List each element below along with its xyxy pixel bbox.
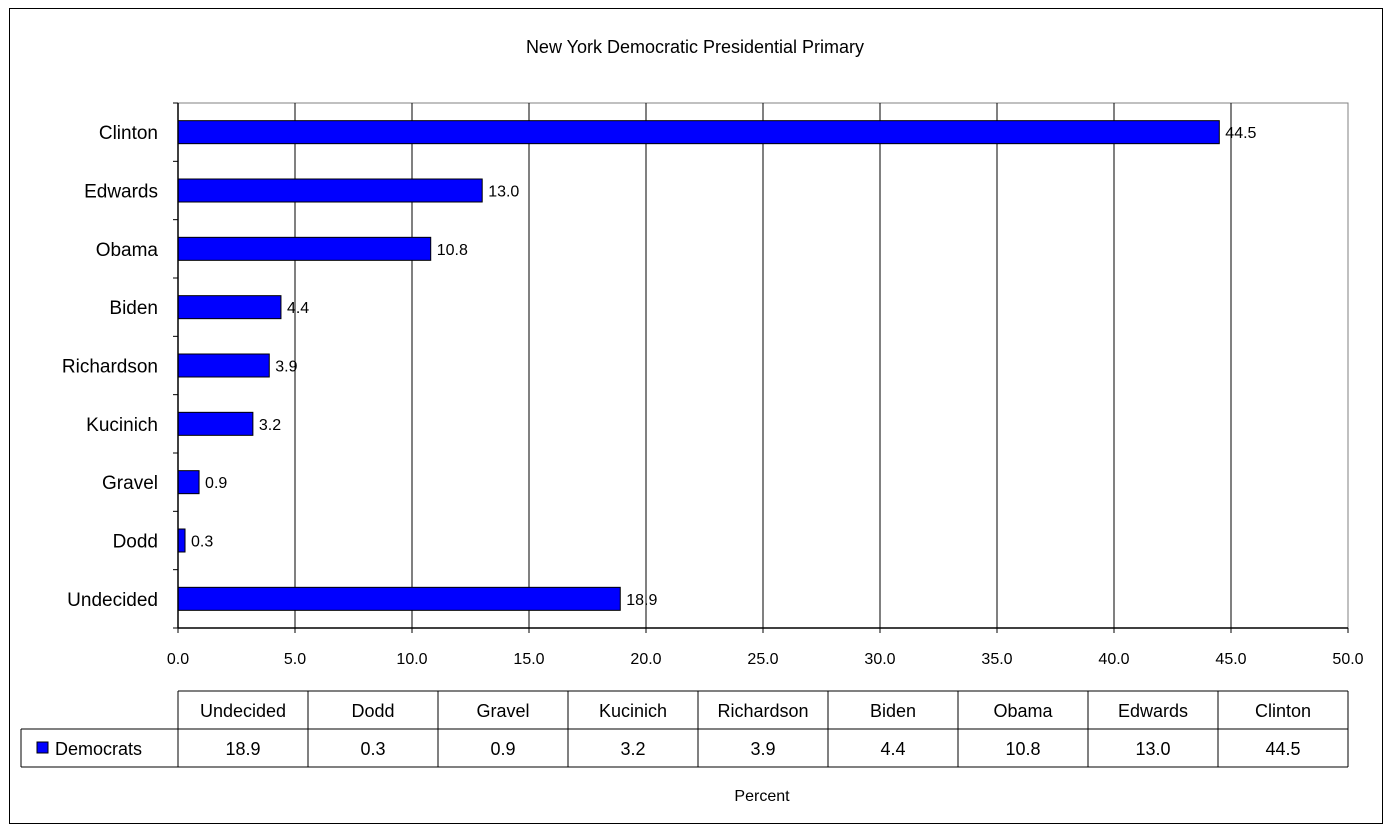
table-header-cell: Richardson [717,701,808,721]
data-label: 0.9 [205,475,227,492]
y-tick-label: Gravel [102,473,158,494]
table-value-cell: 3.9 [750,739,775,759]
x-tick-label: 35.0 [981,651,1012,668]
x-tick-label: 15.0 [513,651,544,668]
table-value-cell: 0.9 [490,739,515,759]
x-tick-label: 25.0 [747,651,778,668]
bar-undecided [177,586,621,611]
data-label: 3.2 [259,417,281,434]
y-tick-label: Clinton [99,123,158,144]
chart-title: New York Democratic Presidential Primary [526,37,864,57]
bar-obama [177,236,432,261]
bar-biden [177,295,282,320]
data-label: 13.0 [488,184,519,201]
data-label: 44.5 [1225,125,1256,142]
bar-dodd [177,528,186,553]
x-tick-label: 30.0 [864,651,895,668]
bar-richardson [177,353,270,378]
x-tick-label: 5.0 [284,651,306,668]
y-tick-label: Biden [109,298,158,319]
table-value-cell: 4.4 [880,739,905,759]
bar-edwards [177,178,483,203]
table-value-cell: 18.9 [225,739,260,759]
table-header-cell: Clinton [1255,701,1311,721]
x-axis-label: Percent [734,788,790,805]
bar-clinton [177,120,1220,145]
table-value-cell: 0.3 [360,739,385,759]
y-tick-label: Obama [96,240,159,261]
y-tick-label: Dodd [113,532,158,553]
table-header-cell: Obama [993,701,1053,721]
table-value-cell: 3.2 [620,739,645,759]
legend-label: Democrats [55,739,142,759]
bar-gravel [177,470,200,495]
bar-kucinich [177,411,254,436]
table-header-cell: Kucinich [599,701,667,721]
y-tick-label: Kucinich [86,415,158,436]
x-tick-label: 0.0 [167,651,189,668]
legend-key [36,741,49,754]
data-label: 18.9 [626,592,657,609]
data-label: 3.9 [275,359,297,376]
y-tick-label: Edwards [84,182,158,203]
bars: 18.9 0.3 0.9 3.2 3.9 4.4 10.8 13.0 44.5 [177,120,1257,611]
x-tick-label: 45.0 [1215,651,1246,668]
y-tick-label: Richardson [62,357,158,378]
table-header-cell: Undecided [200,701,286,721]
table-value-cell: 10.8 [1005,739,1040,759]
table-value-cell: 13.0 [1135,739,1170,759]
data-label: 0.3 [191,534,213,551]
x-tick-label: 10.0 [396,651,427,668]
table-header-cell: Gravel [476,701,529,721]
data-table: Undecided 18.9 Dodd 0.3 Gravel 0.9 Kucinich 3.2… [20,690,1349,768]
table-header-cell: Edwards [1118,701,1188,721]
y-tick-label: Undecided [67,590,158,611]
x-tick-label: 50.0 [1332,651,1363,668]
table-value-cell: 44.5 [1265,739,1300,759]
axes: 0.0 5.0 10.0 15.0 20.0 25.0 30.0 35.0 40.0 45.0 50… [62,102,1364,668]
x-tick-label: 40.0 [1098,651,1129,668]
table-header-cell: Biden [870,701,916,721]
x-tick-label: 20.0 [630,651,661,668]
data-label: 10.8 [437,242,468,259]
table-header-cell: Dodd [351,701,394,721]
data-label: 4.4 [287,300,309,317]
